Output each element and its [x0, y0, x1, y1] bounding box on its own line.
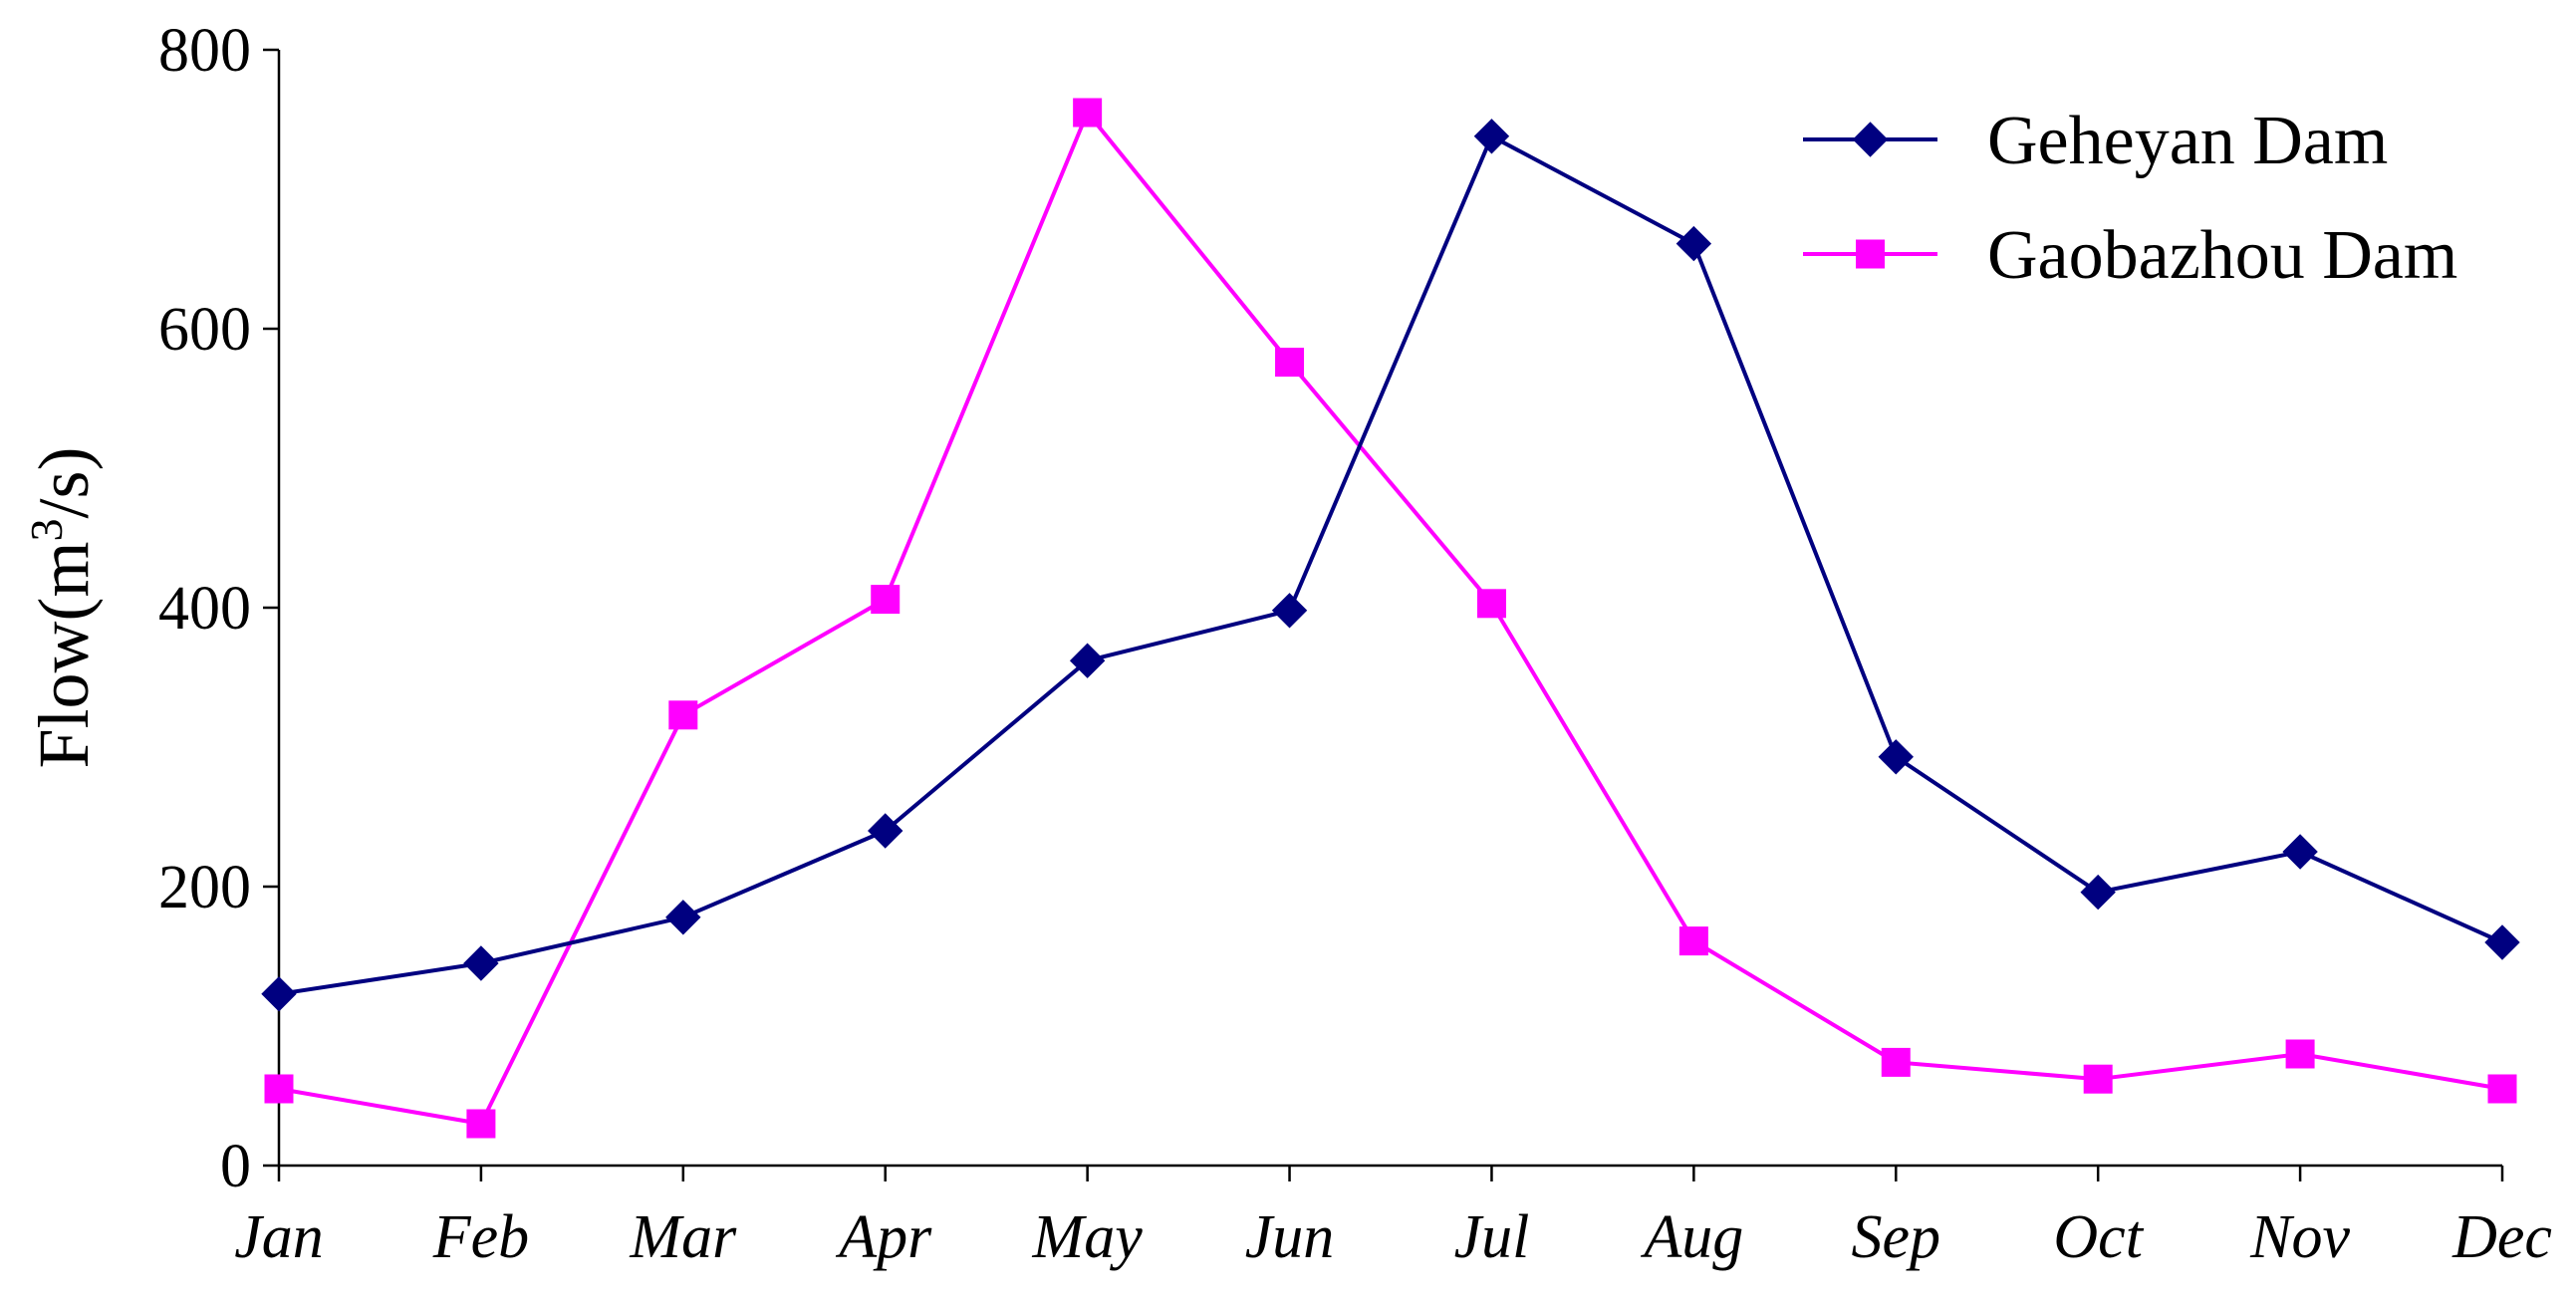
- data-point: [1069, 643, 1106, 678]
- axes: 0 200 400 600 800 Jan Feb Mar Apr May Jun Jul Aug Sep…: [158, 17, 2552, 1271]
- x-tick-label: Apr: [835, 1203, 932, 1271]
- data-point: [1275, 348, 1305, 378]
- data-point: [1271, 593, 1308, 629]
- y-tick-label: 200: [158, 854, 251, 921]
- y-tick-label: 800: [158, 17, 251, 85]
- data-point: [463, 945, 499, 981]
- x-tick-label: Aug: [1640, 1203, 1743, 1271]
- x-tick-label: Feb: [432, 1203, 529, 1271]
- data-point: [2484, 924, 2520, 960]
- x-tick-label: May: [1032, 1203, 1144, 1271]
- legend-item: Gaobazhou Dam: [1803, 217, 2457, 294]
- data-point: [1476, 589, 1506, 619]
- data-point: [2083, 1064, 2113, 1094]
- series-0: [261, 119, 2520, 1012]
- x-tick-label: Mar: [629, 1203, 737, 1271]
- series-line: [278, 133, 2503, 996]
- data-point: [1073, 98, 1103, 128]
- y-tick-label: 600: [158, 296, 251, 364]
- data-point: [868, 813, 903, 849]
- x-tick-label: Sep: [1852, 1203, 1941, 1271]
- y-tick-label: 400: [158, 575, 251, 643]
- data-point: [871, 585, 901, 615]
- x-tick-label: Jun: [1245, 1203, 1335, 1271]
- data-point: [2282, 834, 2318, 870]
- legend-item: Geheyan Dam: [1803, 103, 2388, 179]
- data-point: [264, 1074, 294, 1104]
- series-layer: [261, 98, 2520, 1139]
- x-tick-label: Jul: [1454, 1203, 1530, 1271]
- data-point: [261, 976, 297, 1012]
- data-point: [665, 900, 701, 935]
- x-tick-label: Jan: [234, 1203, 324, 1271]
- y-axis-title-text: Flow(m3/s): [21, 446, 104, 768]
- data-point: [1881, 1047, 1911, 1077]
- y-axis-title: Flow(m3/s): [21, 446, 104, 768]
- y-tick-label: 0: [220, 1133, 251, 1200]
- y-axis-title-tail: /s): [24, 446, 104, 518]
- data-point: [1473, 119, 1510, 154]
- data-point: [2080, 874, 2116, 911]
- data-point: [1678, 926, 1708, 956]
- data-point: [1675, 225, 1712, 262]
- legend: Geheyan Dam Gaobazhou Dam: [1803, 103, 2457, 294]
- y-axis-title-sup: 3: [21, 518, 72, 541]
- legend-label: Gaobazhou Dam: [1987, 217, 2457, 294]
- legend-marker: [1852, 122, 1889, 157]
- legend-label: Geheyan Dam: [1987, 103, 2388, 179]
- data-point: [2487, 1074, 2517, 1104]
- x-tick-label: Dec: [2451, 1203, 2552, 1271]
- series-1: [264, 98, 2517, 1139]
- data-point: [466, 1109, 496, 1139]
- data-point: [2285, 1039, 2315, 1069]
- y-axis-title-main: Flow(m: [24, 541, 104, 768]
- series-line: [278, 111, 2503, 1126]
- data-point: [1878, 739, 1914, 775]
- x-tick-label: Nov: [2249, 1203, 2350, 1271]
- x-tick-label: Oct: [2053, 1203, 2144, 1271]
- legend-marker: [1856, 239, 1885, 269]
- data-point: [668, 700, 698, 730]
